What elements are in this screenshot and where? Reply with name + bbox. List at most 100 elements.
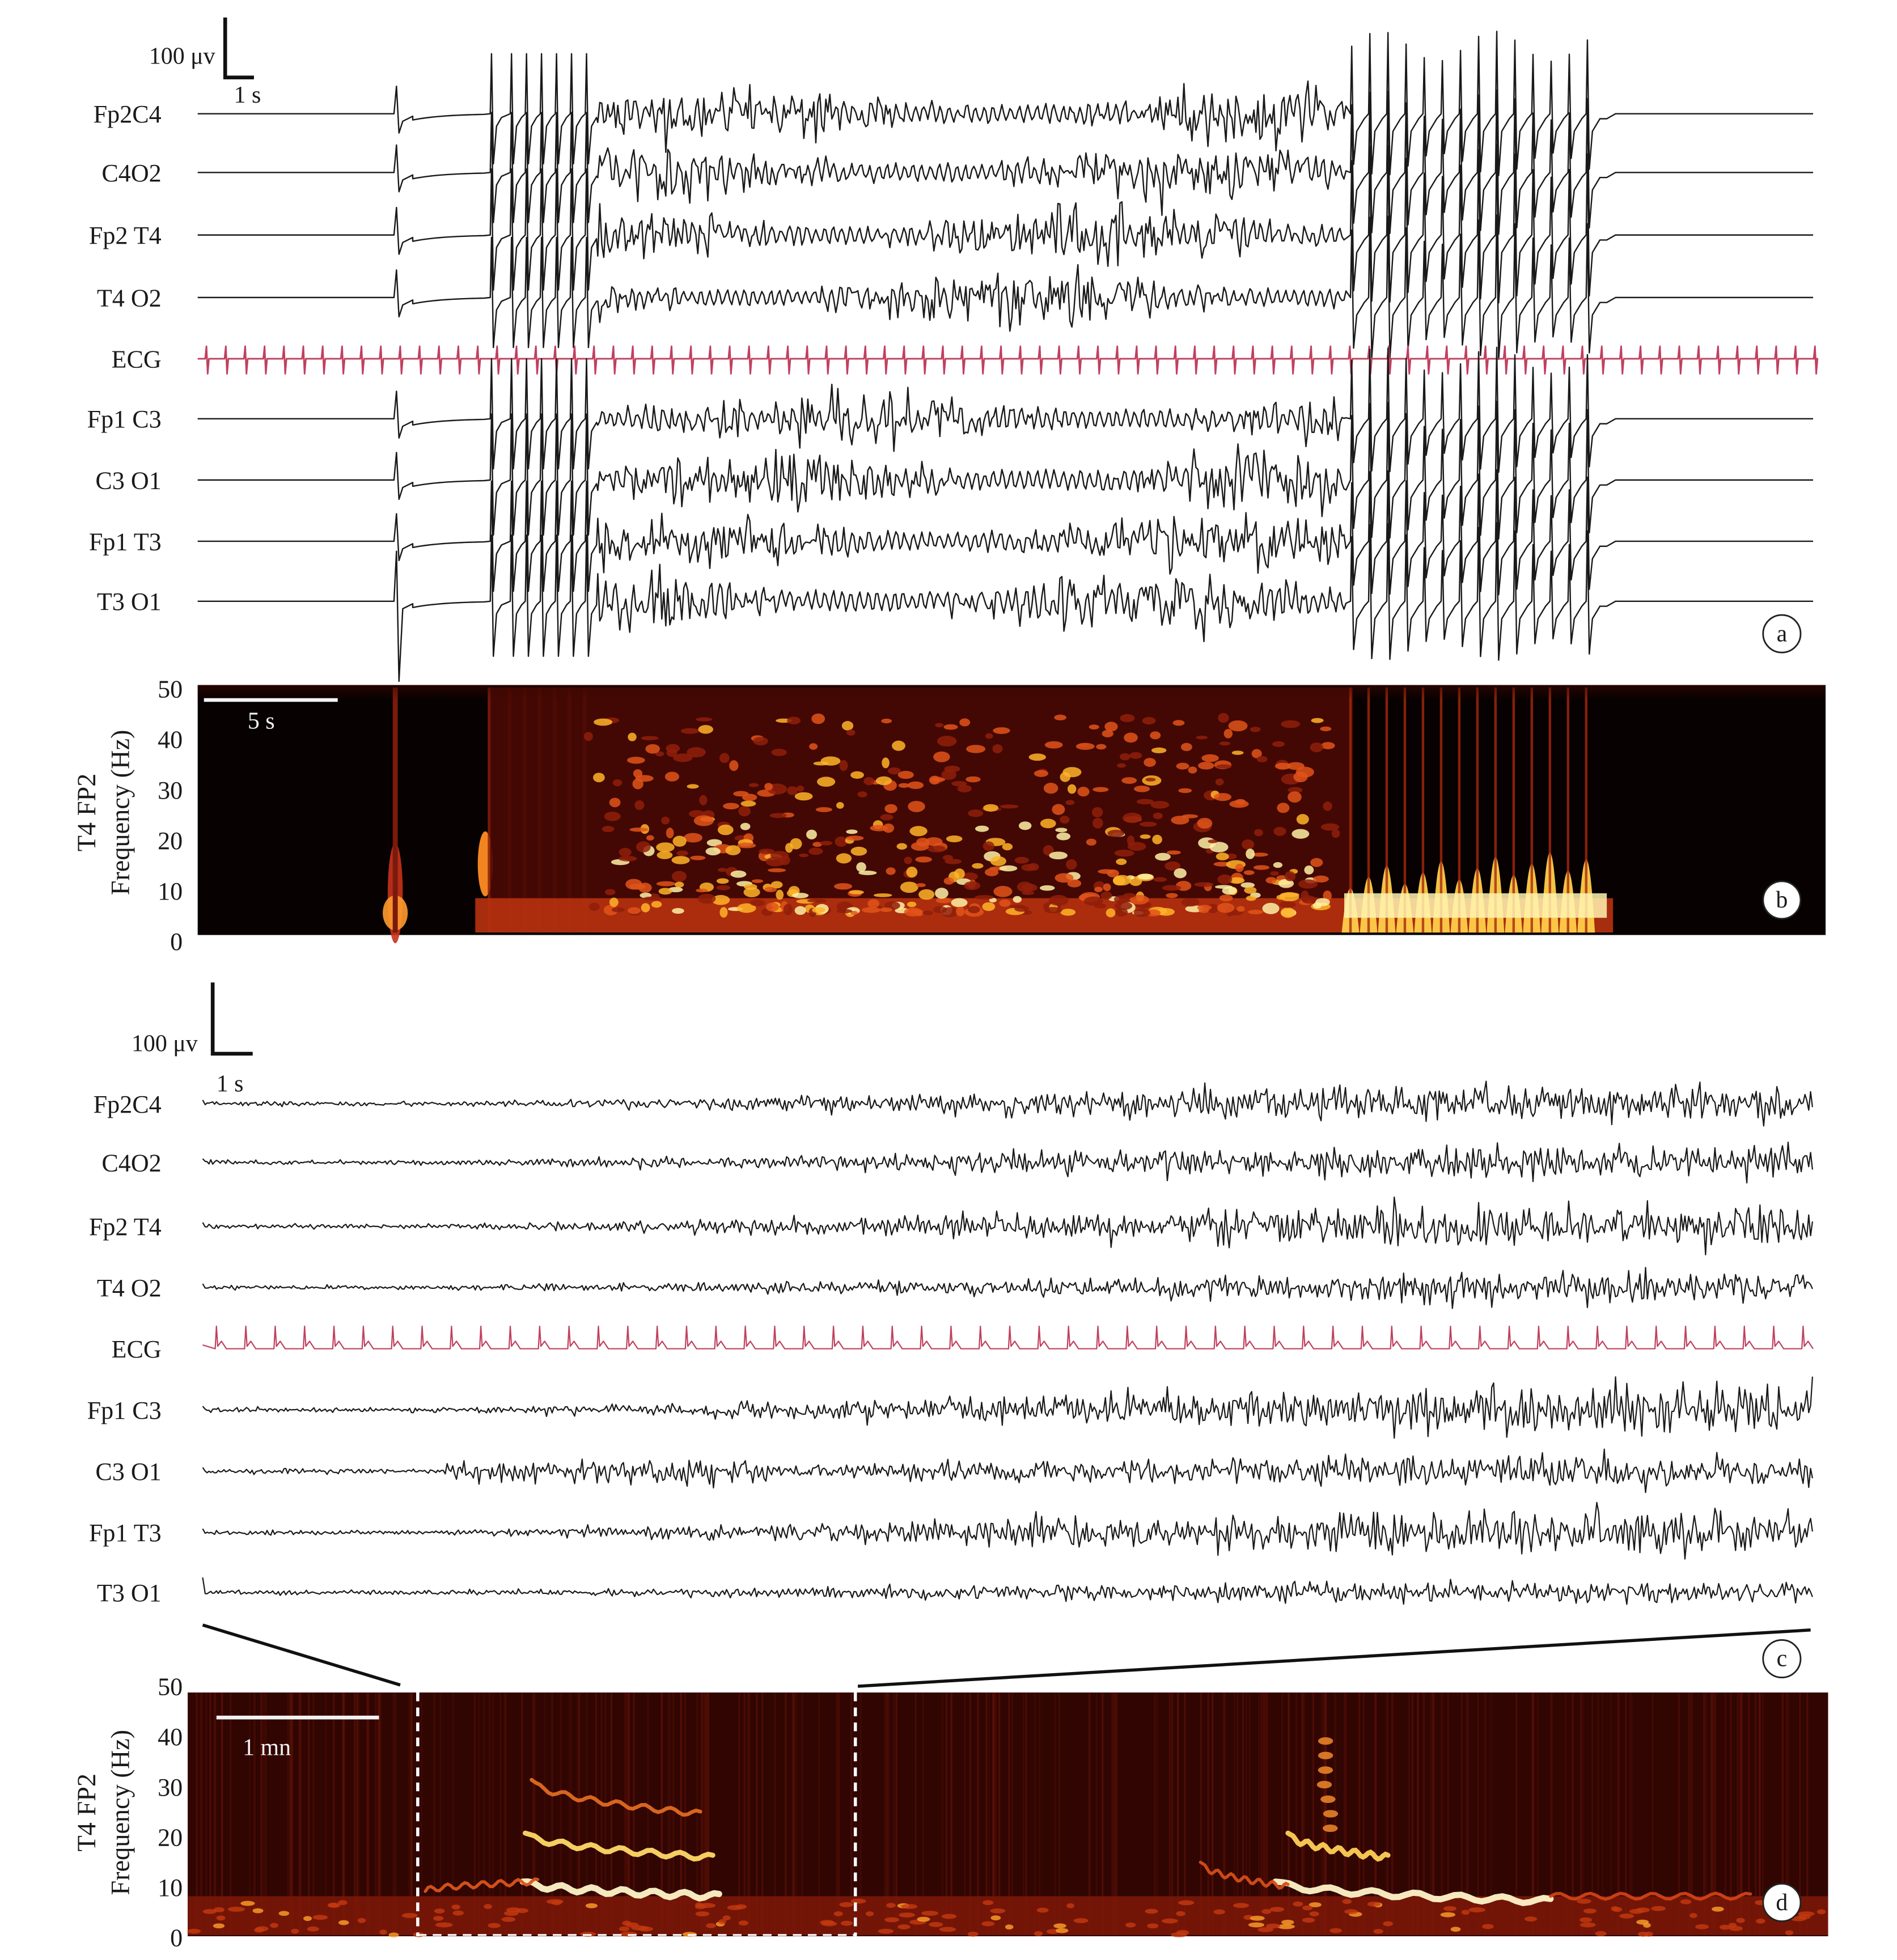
spectrogram-d-low-blob [1482,1924,1494,1929]
spectrogram-d-noise-streak [1281,1692,1284,1935]
spectrogram-b-energy-blob [1140,834,1151,839]
spectrogram-b-energy-blob [897,771,914,779]
channel-c-label-c4o2: C4O2 [101,1149,161,1177]
spectrogram-b-energy-blob [836,801,844,809]
spectrogram-d-noise-streak [660,1692,663,1935]
spectrogram-b-energy-blob [655,751,664,757]
spectrogram-d-tick-10: 10 [158,1874,183,1902]
spectrogram-b-energy-blob [1244,886,1257,894]
spectrogram-b-energy-blob [787,716,801,725]
scale-bar-a-amplitude: 100 μv [149,43,215,69]
spectrogram-b-energy-blob [946,835,963,842]
spectrogram-b-energy-blob [1209,842,1229,852]
spectrogram-d-noise-streak [1781,1692,1784,1935]
spectrogram-d-noise-streak [801,1692,803,1935]
spectrogram-b-energy-blob [1165,861,1181,871]
spectrogram-b-energy-blob [759,849,775,854]
spectrogram-d-noise-streak [660,1692,663,1935]
spectrogram-d-noise-streak [1690,1692,1692,1935]
spectrogram-d-noise-streak [1532,1692,1535,1935]
spectrogram-d-scale-label: 1 mn [243,1734,291,1760]
spectrogram-d-noise-streak [992,1692,995,1935]
spectrogram-d-low-blob [1261,1909,1272,1914]
spectrogram-d-noise-streak [532,1692,535,1935]
spectrogram-b-energy-blob [1113,875,1132,886]
spectrogram-b-energy-blob [1122,812,1142,824]
spectrogram-d-low-blob [1053,1923,1066,1929]
spectrogram-d-noise-streak [774,1692,776,1935]
spectrogram-b-energy-blob [1013,896,1022,903]
spectrogram-b-energy-blob [1208,839,1218,843]
spectrogram-b-energy-blob [845,835,864,841]
spectrogram-d-low-blob [967,1931,979,1937]
spectrogram-d-low-blob [1525,1916,1538,1922]
spectrogram-b-energy-blob [1262,902,1280,914]
spectrogram-d-noise-streak [260,1692,262,1935]
spectrogram-b-energy-blob [1242,839,1255,850]
spectrogram-b-energy-blob [1014,856,1029,864]
spectrogram-b-energy-blob [982,902,996,911]
spectrogram-d-low-blob [1344,1909,1358,1915]
spectrogram-d-noise-streak [995,1692,997,1935]
spectrogram-d-noise-streak [1345,1692,1347,1935]
spectrogram-b-energy-blob [1219,741,1231,746]
spectrogram-b-energy-blob [593,773,605,783]
spectrogram-b-energy-blob [1104,722,1118,732]
spectrogram-b-energy-blob [1152,834,1162,845]
spectrogram-d-noise-streak [795,1692,798,1935]
spectrogram-d-noise-streak [1467,1692,1469,1935]
spectrogram-d-noise-streak [1054,1692,1057,1935]
spectrogram-b-energy-blob [879,907,892,913]
spectrogram-d-low-blob [1125,1922,1136,1928]
scale-bar-a: 100 μv 1 s [149,17,261,108]
spectrogram-d-noise-streak [1688,1692,1690,1935]
spectrogram-d-noise-streak [1223,1692,1225,1935]
spectrogram-d-noise-streak [1652,1692,1654,1935]
spectrogram-b-energy-blob [807,898,827,903]
spectrogram-d-noise-streak [1263,1692,1265,1935]
spectrogram-d-noise-streak [1374,1692,1377,1935]
spectrogram-b-energy-blob [1060,816,1070,824]
spectrogram-b-yticks: 0 10 20 30 40 50 [158,676,183,956]
spectrogram-b-energy-blob [1176,762,1189,770]
spectrogram-d-noise-streak [1258,1692,1260,1935]
spectrogram-b-energy-blob [983,841,994,851]
spectrogram-d-low-blob [1450,1927,1461,1932]
spectrogram-d-noise-streak [707,1692,709,1935]
spectrogram-b-energy-blob [664,771,679,782]
spectrogram-d-noise-streak [859,1692,862,1935]
spectrogram-d-noise-streak [922,1692,924,1935]
spectrogram-b-energy-blob [1235,863,1244,872]
spectrogram-d-noise-streak [410,1692,413,1935]
spectrogram-d-noise-streak [375,1692,377,1935]
spectrogram-b-energy-blob [1129,752,1142,759]
spectrogram-d-noise-streak [1184,1692,1186,1935]
spectrogram-d-noise-streak [1442,1692,1444,1935]
spectrogram-b-energy-blob [1066,859,1077,870]
spectrogram-b-energy-blob [612,779,623,787]
spectrogram-b-energy-blob [1265,877,1277,884]
spectrogram-d-noise-streak [1440,1692,1442,1935]
trace-c-t4-o2 [202,1267,1813,1309]
spectrogram-d-noise-streak [408,1692,410,1935]
spectrogram-d-noise-streak [1785,1692,1788,1935]
spectrogram-d-low-blob [1036,1907,1049,1913]
spectrogram-d-noise-streak [941,1692,944,1935]
spectrogram-d-noise-streak [836,1692,839,1935]
spectrogram-d-seizure2-harmonic [1285,1830,1391,1862]
spectrogram-d-noise-streak [945,1692,948,1935]
spectrogram-d-noise-streak [1058,1692,1061,1935]
spectrogram-b-energy-blob [1301,890,1309,902]
spectrogram-d-low-blob [706,1923,716,1928]
spectrogram-d-noise-streak [1301,1692,1303,1935]
spectrogram-b-energy-blob [594,718,613,726]
spectrogram-d-low-blob [718,1919,726,1924]
spectrogram-b-energy-blob [604,889,616,896]
spectrogram-d-low-blob [1367,1902,1381,1907]
trace-c-fp1-c3 [202,1376,1814,1439]
spectrogram-d-noise-streak [196,1692,198,1935]
spectrogram-b-energy-blob [1089,724,1099,730]
spectrogram-d-low-blob [1066,1903,1074,1908]
spectrogram-d-noise-streak [289,1692,291,1935]
spectrogram-d-low-blob [338,1920,349,1925]
